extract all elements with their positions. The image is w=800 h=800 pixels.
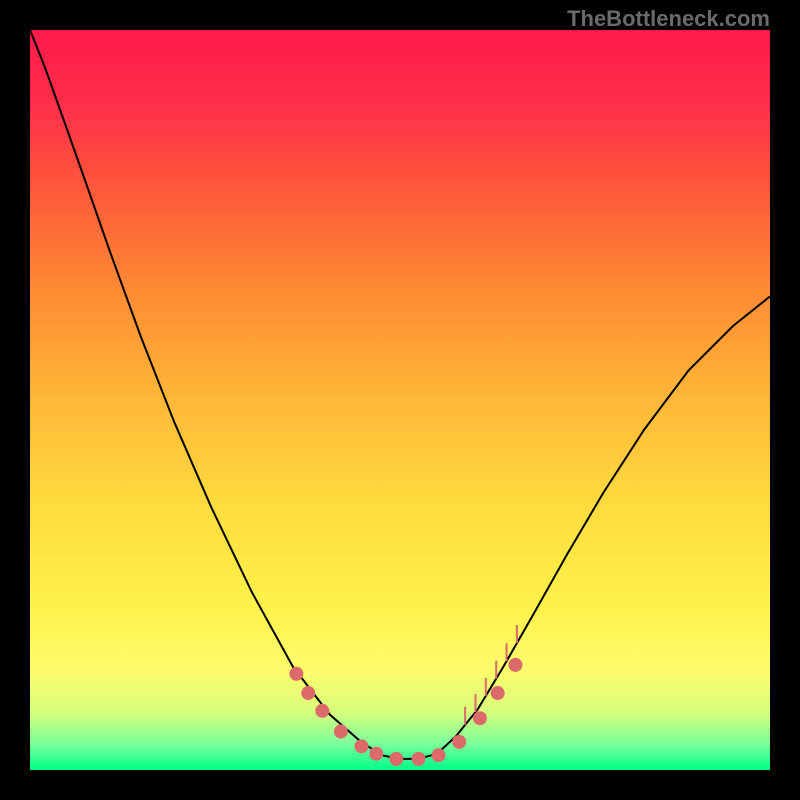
curve-marker: [315, 704, 329, 718]
curve-marker: [452, 735, 466, 749]
curve-marker: [491, 686, 505, 700]
chart-container: [30, 30, 770, 770]
curve-marker: [334, 725, 348, 739]
gradient-background: [30, 30, 770, 770]
watermark-text: TheBottleneck.com: [567, 6, 770, 32]
curve-marker: [369, 747, 383, 761]
curve-marker: [508, 658, 522, 672]
curve-marker: [289, 667, 303, 681]
curve-marker: [301, 686, 315, 700]
curve-marker: [412, 752, 426, 766]
curve-marker: [355, 739, 369, 753]
curve-marker: [473, 711, 487, 725]
curve-marker: [389, 752, 403, 766]
curve-marker: [431, 748, 445, 762]
chart-svg: [30, 30, 770, 770]
